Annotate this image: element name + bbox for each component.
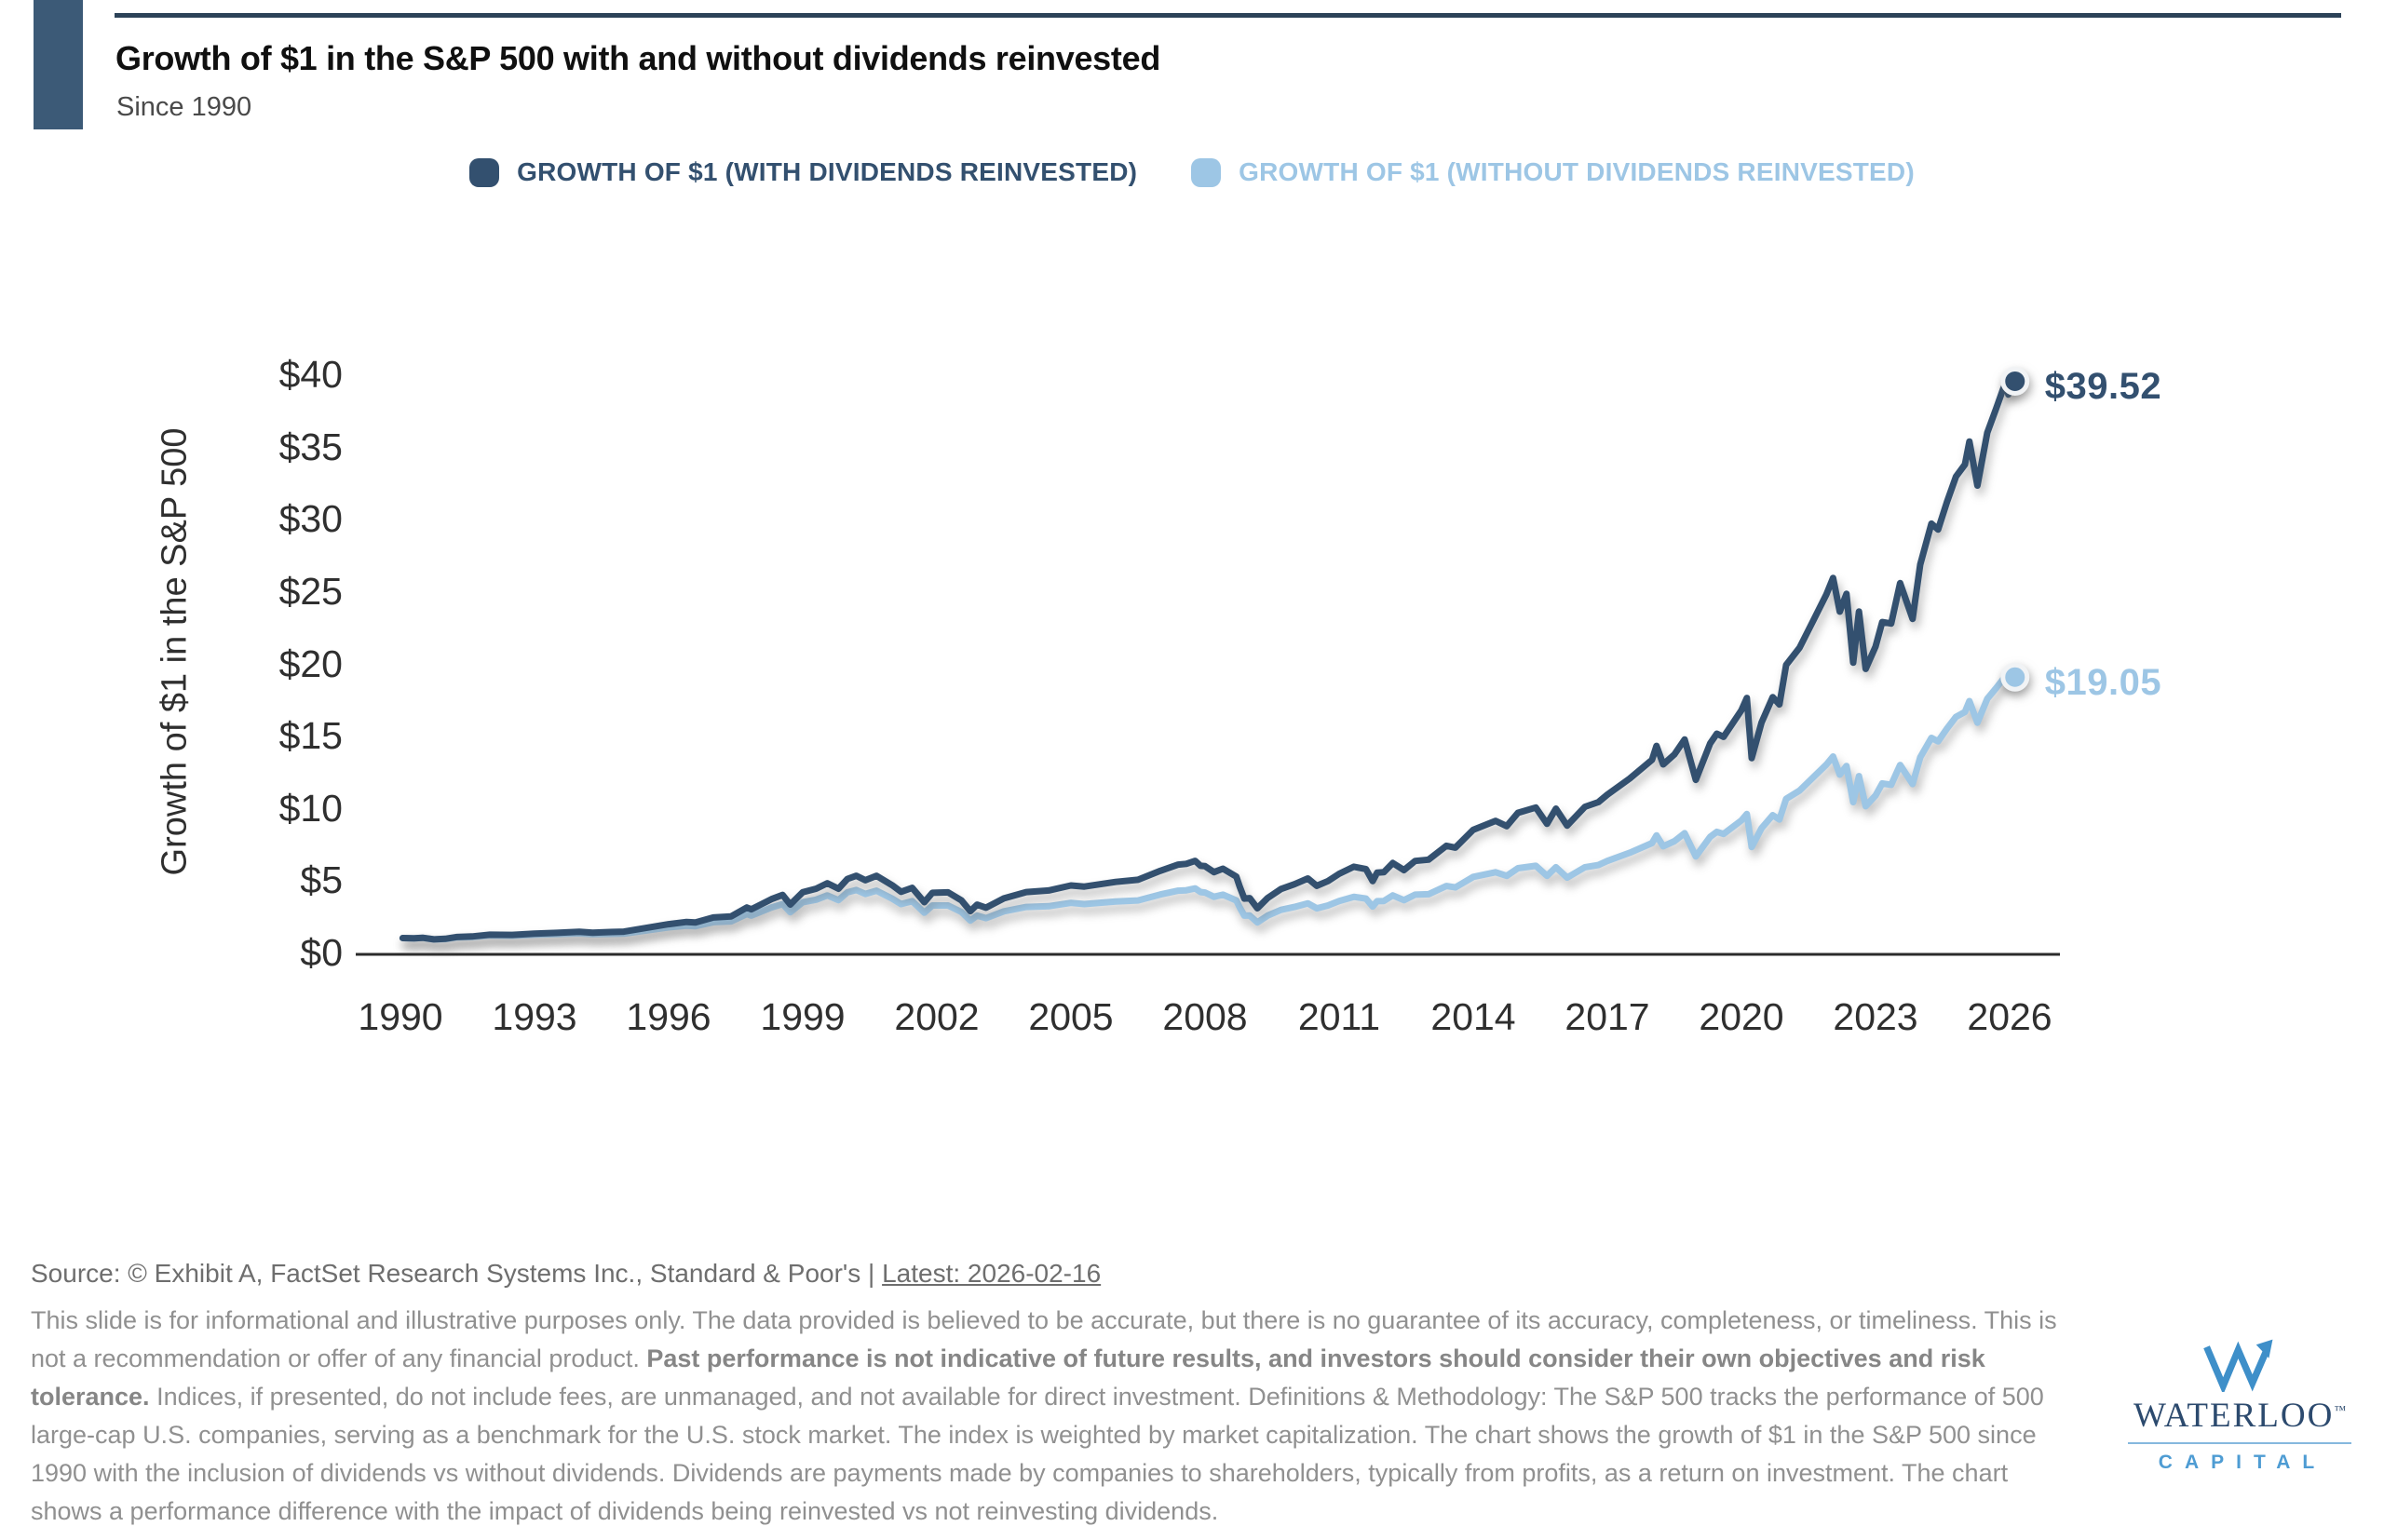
end-label-with: $39.52 <box>2044 366 2162 408</box>
y-tick-label: $25 <box>278 569 343 613</box>
y-tick-label: $40 <box>278 353 343 396</box>
y-tick-label: $10 <box>278 786 343 830</box>
source-text: Source: © Exhibit A, FactSet Research Sy… <box>31 1259 883 1288</box>
logo-wordmark: WATERLOO™ <box>2133 1396 2346 1436</box>
disclaimer-text: This slide is for informational and illu… <box>31 1302 2079 1531</box>
x-tick-label: 2005 <box>1028 995 1114 1038</box>
x-tick-label: 2023 <box>1833 995 1918 1038</box>
waterloo-capital-logo: WATERLOO™ CAPITAL <box>2128 1338 2351 1474</box>
line-with <box>399 378 2019 943</box>
page-title: Growth of $1 in the S&P 500 with and wit… <box>115 39 1161 77</box>
x-tick-label: 2020 <box>1699 995 1784 1038</box>
page-subtitle: Since 1990 <box>116 92 252 122</box>
x-tick-label: 2026 <box>1967 995 2052 1038</box>
x-tick-label: 2008 <box>1162 995 1248 1038</box>
line-without <box>399 669 2019 943</box>
legend-item-with-dividends: GROWTH OF $1 (WITH DIVIDENDS REINVESTED) <box>469 157 1137 187</box>
logo-divider <box>2128 1442 2351 1444</box>
disclaimer-part1: This slide is for informational and illu… <box>31 1306 2057 1372</box>
x-tick-label: 1999 <box>760 995 846 1038</box>
y-tick-label: $5 <box>300 858 343 902</box>
legend-label-without: GROWTH OF $1 (WITHOUT DIVIDENDS REINVEST… <box>1239 157 1915 186</box>
y-tick-label: $20 <box>278 642 343 685</box>
x-tick-label: 1996 <box>626 995 711 1038</box>
legend-swatch-without <box>1191 157 1222 187</box>
legend-label-with: GROWTH OF $1 (WITH DIVIDENDS REINVESTED) <box>517 157 1138 186</box>
x-tick-label: 2011 <box>1297 995 1381 1038</box>
x-tick-label: 2002 <box>894 995 980 1038</box>
y-tick-label: $0 <box>300 931 343 974</box>
end-label-without: $19.05 <box>2044 662 2162 704</box>
accent-bar <box>34 0 83 129</box>
legend-item-without-dividends: GROWTH OF $1 (WITHOUT DIVIDENDS REINVEST… <box>1191 157 1915 187</box>
y-tick-label: $15 <box>278 714 343 758</box>
disclaimer-part2: Indices, if presented, do not include fe… <box>31 1383 2044 1525</box>
logo-capital-text: CAPITAL <box>2158 1452 2327 1473</box>
x-tick-label: 2017 <box>1564 995 1650 1038</box>
y-tick-label: $35 <box>278 425 343 468</box>
y-tick-label: $30 <box>278 497 343 541</box>
waterloo-w-arrow-icon <box>2203 1339 2273 1392</box>
source-line: Source: © Exhibit A, FactSet Research Sy… <box>31 1259 1101 1289</box>
dot-with <box>2000 366 2030 396</box>
legend: GROWTH OF $1 (WITH DIVIDENDS REINVESTED)… <box>0 157 2384 187</box>
x-tick-label: 1993 <box>492 995 577 1038</box>
disclaimer-bold: Past performance is not indicative of fu… <box>31 1344 1985 1411</box>
top-rule <box>115 13 2341 18</box>
legend-swatch-with <box>469 157 500 187</box>
x-tick-label: 2014 <box>1430 995 1516 1038</box>
dot-without <box>2000 662 2030 692</box>
x-tick-label: 1990 <box>358 995 443 1038</box>
logo-name-text: WATERLOO <box>2133 1397 2335 1435</box>
trademark-symbol: ™ <box>2334 1402 2347 1417</box>
source-latest-date: Latest: 2026-02-16 <box>882 1259 1102 1288</box>
